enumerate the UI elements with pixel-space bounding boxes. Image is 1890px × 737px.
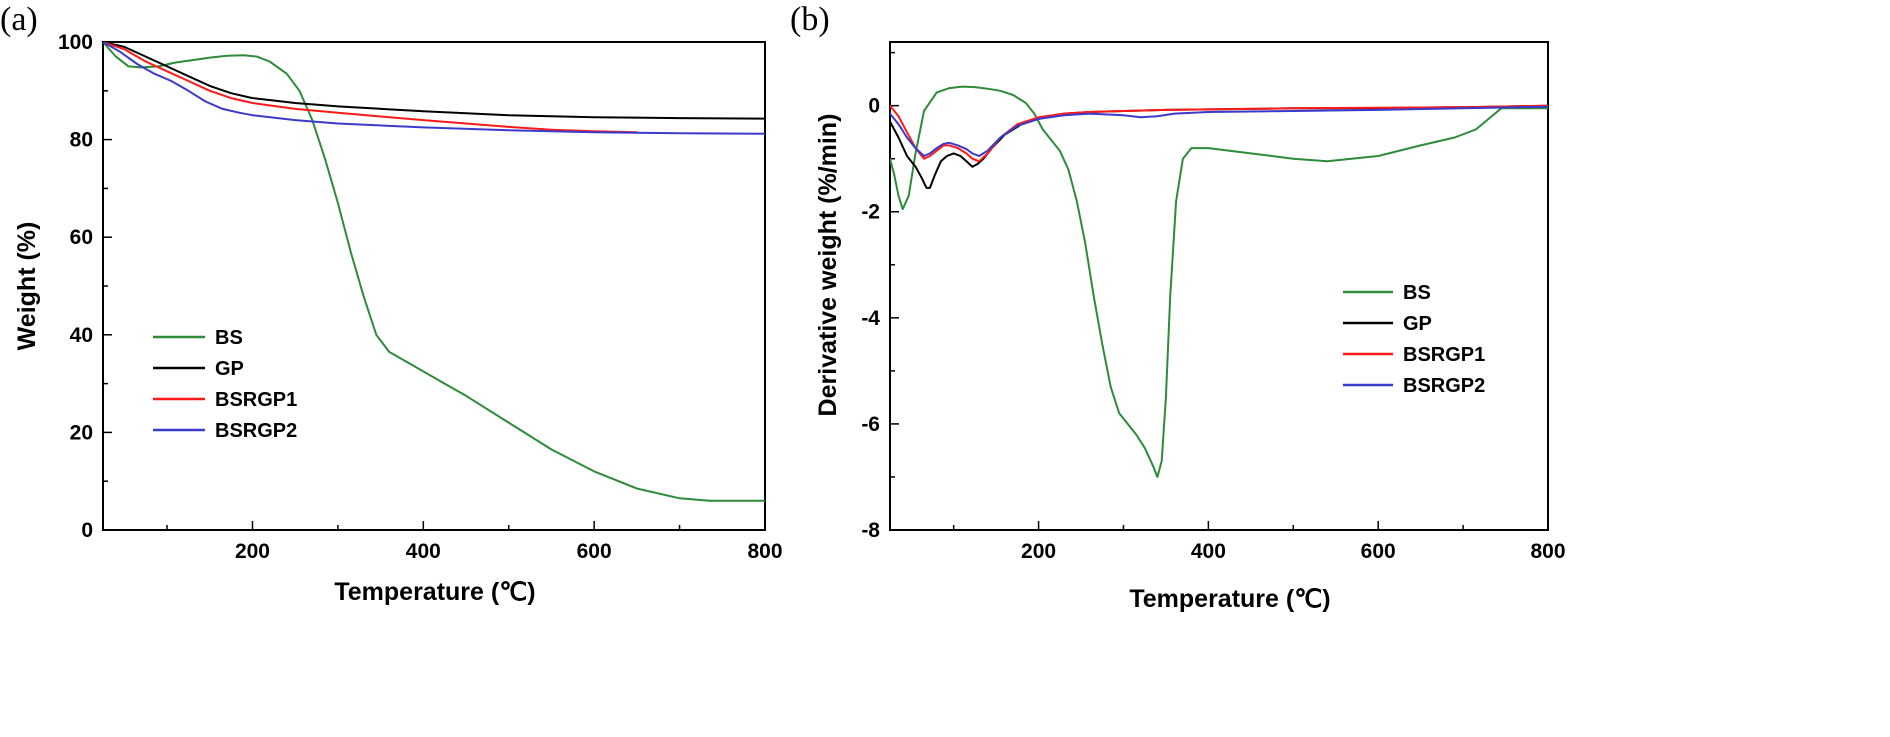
- legend: BS GP BSRGP1 BSRGP2: [153, 327, 297, 442]
- x-axis-title: Temperature (℃): [1129, 585, 1330, 613]
- plot-frame: [102, 41, 766, 531]
- plot-frame: [889, 41, 1549, 531]
- x-tick-label: 400: [406, 540, 441, 563]
- y-tick-label: -2: [861, 201, 880, 224]
- series-line-bsrgp1: [103, 42, 638, 134]
- y-axis-title: Weight (%): [13, 222, 41, 351]
- x-tick-label: 400: [1191, 540, 1226, 563]
- legend-label-bsrgp1: BSRGP1: [1403, 344, 1485, 366]
- series-line-bsrgp2: [103, 42, 765, 135]
- y-tick-label: -4: [861, 307, 880, 330]
- series-line-gp: [103, 42, 765, 120]
- legend-label-gp: GP: [1403, 313, 1432, 335]
- y-tick-label: 20: [70, 421, 93, 444]
- legend: BS GP BSRGP1 BSRGP2: [1343, 282, 1485, 397]
- legend-label-bsrgp2: BSRGP2: [215, 420, 297, 442]
- y-tick-label: 80: [70, 129, 93, 152]
- y-tick-label: 0: [868, 95, 880, 118]
- panel-label: (a): [0, 1, 38, 38]
- x-tick-label: 800: [747, 540, 782, 563]
- y-tick-label: 100: [58, 31, 93, 54]
- legend-label-bsrgp2: BSRGP2: [1403, 375, 1485, 397]
- legend-label-bs: BS: [215, 327, 243, 349]
- x-tick-label: 200: [1021, 540, 1056, 563]
- x-tick-label: 600: [1361, 540, 1396, 563]
- legend-label-gp: GP: [215, 358, 244, 380]
- y-tick-label: 60: [70, 226, 93, 249]
- panel-b: (b) 200 400 600 800 -8 -6 -4 -2 0 Temperature (℃) D…: [790, 1, 1566, 613]
- x-axis-title: Temperature (℃): [334, 578, 535, 606]
- series-line-bsrgp1: [890, 104, 1548, 163]
- panel-label: (b): [790, 1, 830, 38]
- x-tick-label: 600: [577, 540, 612, 563]
- series-line-bs: [890, 85, 1548, 478]
- series-line-bs: [103, 42, 765, 502]
- x-tick-label: 200: [235, 540, 270, 563]
- y-tick-label: 40: [70, 324, 93, 347]
- legend-label-bsrgp1: BSRGP1: [215, 389, 297, 411]
- legend-label-bs: BS: [1403, 282, 1431, 304]
- curves: [890, 85, 1548, 478]
- x-tick-label: 800: [1530, 540, 1565, 563]
- curves: [103, 42, 765, 502]
- series-line-gp: [890, 104, 1548, 189]
- y-tick-label: -6: [861, 413, 880, 436]
- panel-a: (a) 200 400 600 800 0 20 40 60 80 100 Temperature (…: [0, 1, 783, 606]
- y-tick-label: -8: [861, 519, 880, 542]
- y-tick-label: 0: [81, 519, 93, 542]
- y-axis-title: Derivative weight (%/min): [814, 114, 842, 417]
- series-line-bsrgp2: [890, 105, 1548, 157]
